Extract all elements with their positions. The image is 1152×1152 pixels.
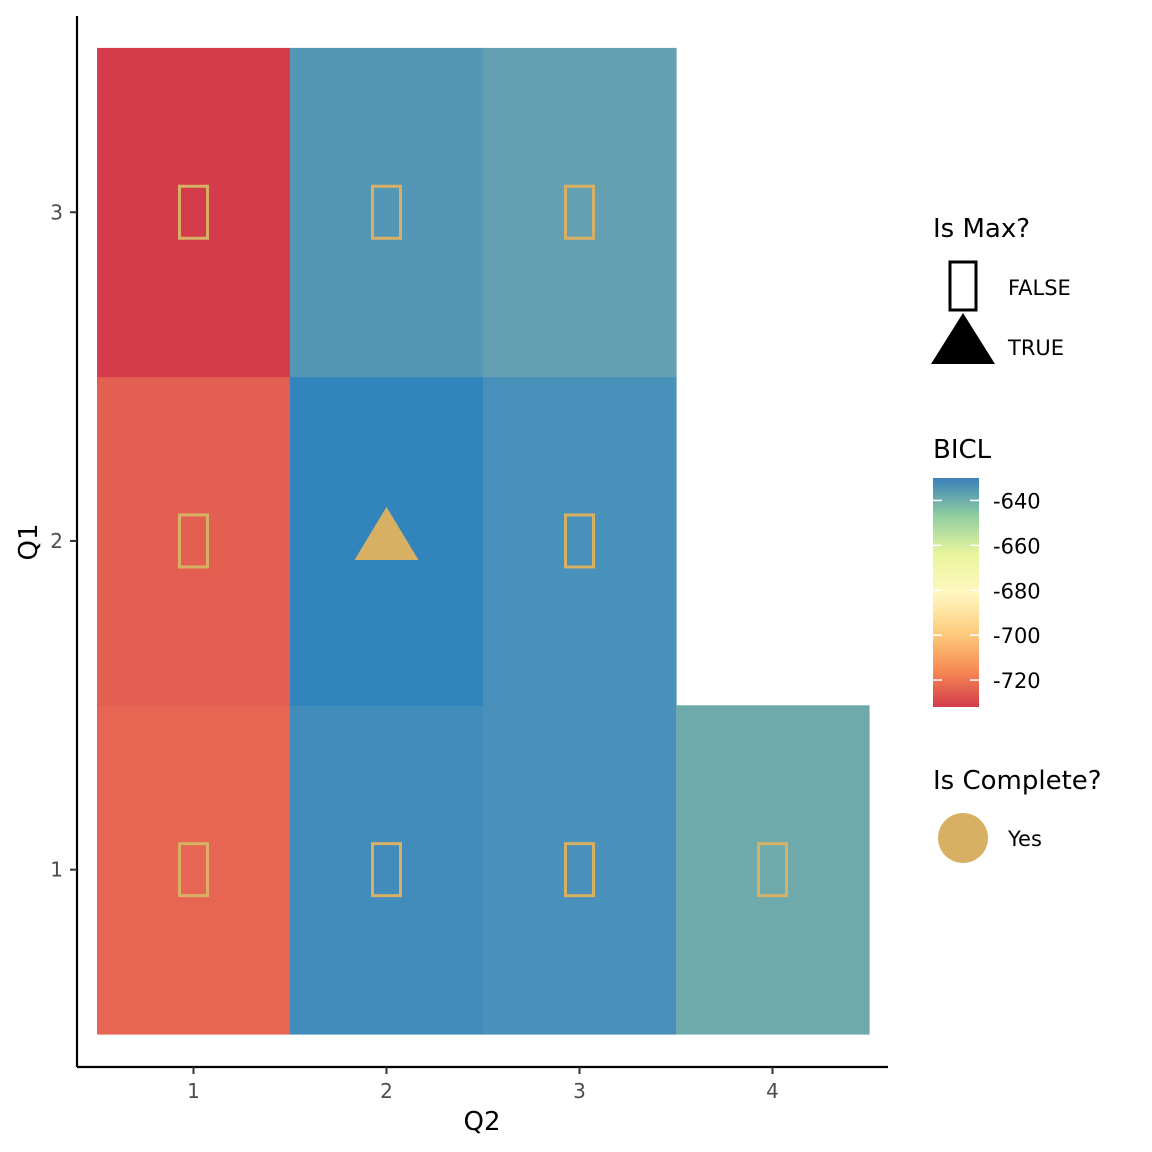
heatmap-cell-q1-1-q2-1 bbox=[97, 705, 291, 1035]
colorbar-tick-label: -680 bbox=[993, 579, 1041, 603]
open-square-marker bbox=[371, 842, 402, 898]
heatmap-markers bbox=[178, 184, 788, 898]
max-triangle-marker bbox=[354, 506, 419, 560]
legend-bicl-colorbar bbox=[933, 478, 979, 707]
legend-is-max: Is Max? FALSE TRUE bbox=[931, 214, 1071, 364]
open-square-marker bbox=[371, 184, 402, 240]
colorbar-tick-label: -640 bbox=[993, 489, 1041, 513]
legend-is-complete-yes-label: Yes bbox=[1007, 827, 1042, 851]
open-square-marker bbox=[178, 842, 209, 898]
open-square-marker bbox=[757, 842, 788, 898]
legend-is-complete: Is Complete? Yes bbox=[933, 766, 1102, 863]
legend-bicl-ticks: -640 -660 -680 -700 -720 bbox=[933, 489, 1041, 693]
heatmap-cell-q1-3-q2-3 bbox=[483, 47, 677, 378]
y-tick-label: 1 bbox=[50, 858, 63, 882]
colorbar-tick-label: -660 bbox=[993, 534, 1041, 558]
legend-circle-icon bbox=[938, 813, 988, 863]
colorbar-tick-label: -700 bbox=[993, 624, 1041, 648]
heatmap-cell-q1-2-q2-3 bbox=[483, 376, 677, 706]
heatmap-cell-q1-3-q2-2 bbox=[290, 47, 484, 378]
open-square-marker bbox=[178, 184, 209, 240]
legend-is-max-title: Is Max? bbox=[933, 214, 1030, 244]
y-tick-label: 3 bbox=[50, 200, 63, 224]
open-square-marker bbox=[178, 513, 209, 569]
legend-bicl-title: BICL bbox=[933, 435, 992, 465]
x-tick-label: 2 bbox=[380, 1079, 393, 1103]
open-square-marker bbox=[564, 184, 595, 240]
open-square-marker bbox=[564, 842, 595, 898]
heatmap-cell-q1-1-q2-4 bbox=[676, 705, 870, 1035]
heatmap-cell-q1-1-q2-3 bbox=[483, 705, 677, 1035]
x-tick-label: 3 bbox=[573, 1079, 586, 1103]
legend-is-max-false-label: FALSE bbox=[1008, 276, 1071, 300]
x-axis-ticks: 1 2 3 4 bbox=[187, 1067, 779, 1103]
legend-open-square-icon bbox=[948, 260, 978, 312]
legend-is-max-true-label: TRUE bbox=[1007, 336, 1064, 360]
legend-triangle-icon bbox=[931, 313, 995, 364]
colorbar-tick-label: -720 bbox=[993, 669, 1041, 693]
x-tick-label: 4 bbox=[766, 1079, 779, 1103]
legend-bicl: BICL -640 -660 -680 -700 -720 bbox=[933, 435, 1041, 707]
open-square-marker bbox=[564, 513, 595, 569]
x-tick-label: 1 bbox=[187, 1079, 200, 1103]
heatmap-cell-q1-2-q2-1 bbox=[97, 376, 291, 706]
y-axis-ticks: 1 2 3 bbox=[50, 200, 77, 882]
y-axis-title: Q1 bbox=[14, 523, 44, 560]
heatmap-cell-q1-3-q2-1 bbox=[97, 47, 291, 378]
x-axis-title: Q2 bbox=[463, 1107, 500, 1137]
legend-is-complete-title: Is Complete? bbox=[933, 766, 1102, 796]
heatmap-cell-q1-1-q2-2 bbox=[290, 705, 484, 1035]
y-tick-label: 2 bbox=[50, 529, 63, 553]
heatmap-cells bbox=[97, 47, 870, 1035]
